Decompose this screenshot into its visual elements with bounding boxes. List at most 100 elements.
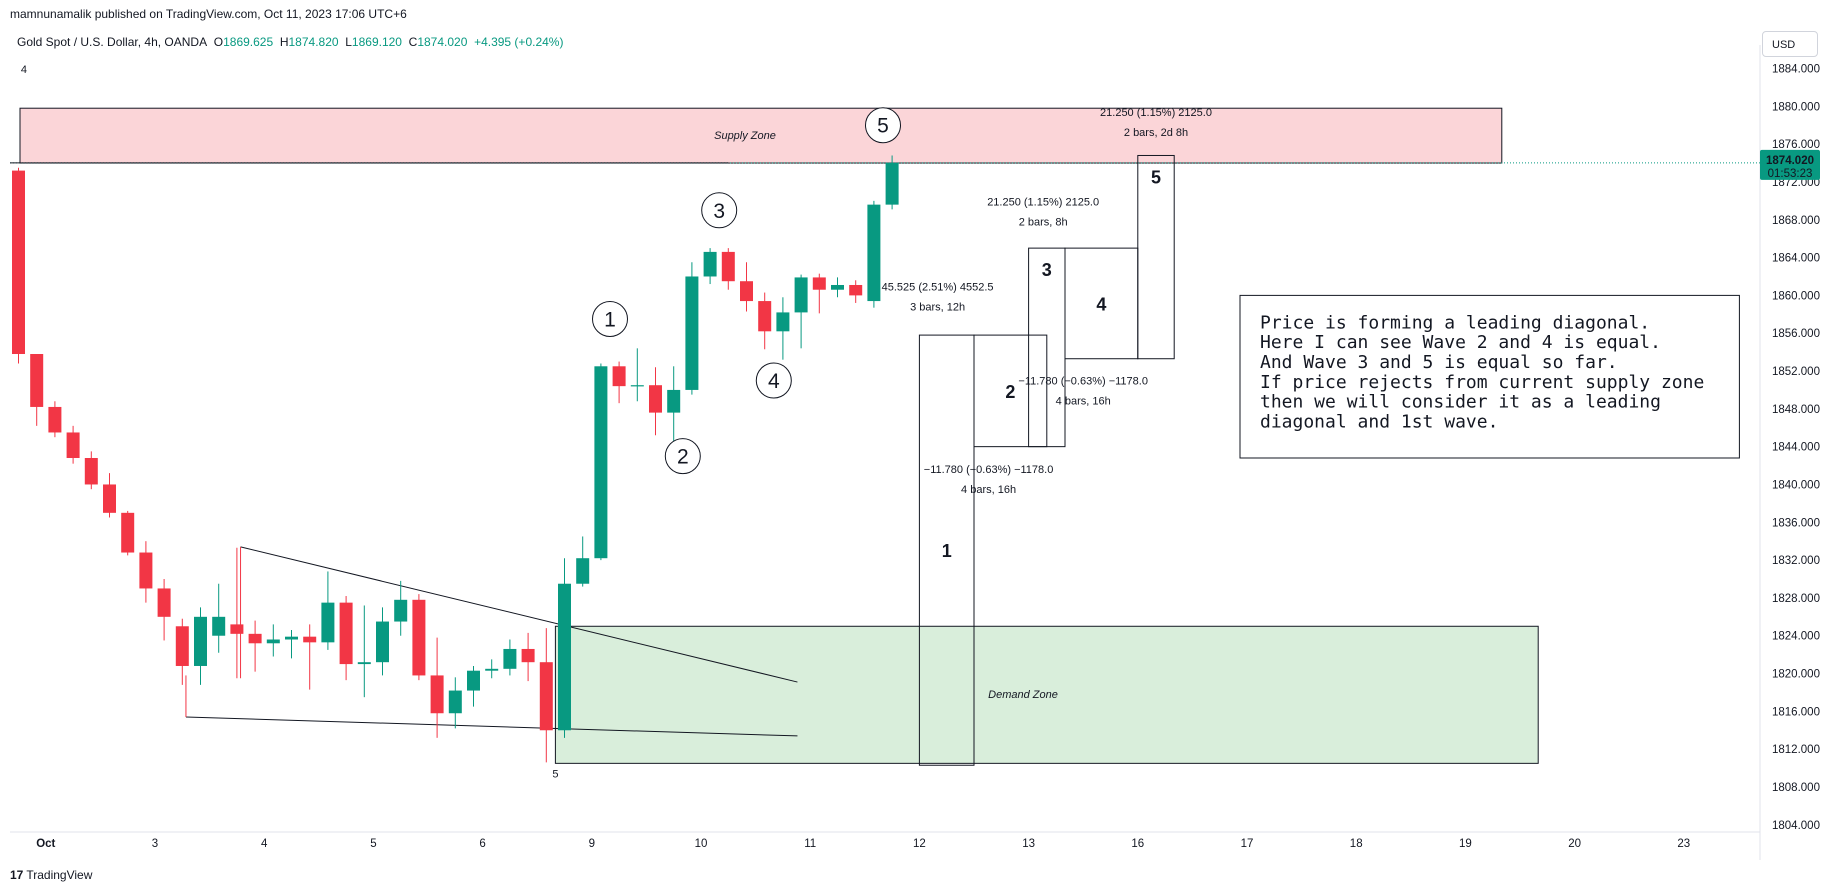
supply-zone[interactable] <box>19 107 1503 164</box>
price-tick-label: 1820.000 <box>1772 669 1820 681</box>
candle-body[interactable] <box>248 633 262 644</box>
candle-body[interactable] <box>212 616 226 636</box>
currency-button[interactable]: USD <box>1762 31 1818 57</box>
candle-body[interactable] <box>121 512 135 553</box>
candle-body[interactable] <box>685 276 699 390</box>
price-tick-label: 1868.000 <box>1772 215 1820 227</box>
low-value: 1869.120 <box>351 35 402 49</box>
wedge-lower-line[interactable] <box>185 716 798 737</box>
candle-body[interactable] <box>339 602 353 665</box>
last-price-tag <box>1760 149 1820 180</box>
time-tick-label: 18 <box>1350 838 1363 850</box>
candle-body[interactable] <box>721 251 735 282</box>
publisher-line: mamnunamalik published on TradingView.co… <box>10 7 407 21</box>
candle-body[interactable] <box>740 281 753 302</box>
price-tick-label: 1828.000 <box>1772 593 1820 605</box>
candle-body[interactable] <box>66 432 80 458</box>
candle-body[interactable] <box>649 385 662 413</box>
candle-body[interactable] <box>667 389 681 413</box>
bar-countdown: 01:53:23 <box>1768 168 1813 180</box>
candle-body[interactable] <box>139 552 153 589</box>
candle-body[interactable] <box>321 602 335 643</box>
measure-box-1[interactable] <box>918 334 975 766</box>
candle-body[interactable] <box>885 162 899 205</box>
candle-body[interactable] <box>175 626 189 666</box>
candle-body[interactable] <box>84 457 98 485</box>
candle-body[interactable] <box>521 648 535 663</box>
candle-body[interactable] <box>630 385 644 387</box>
measure-box-5[interactable] <box>1137 154 1175 360</box>
candle-body[interactable] <box>230 624 244 634</box>
bar-count-marker: 4 <box>21 64 27 76</box>
measure-value-label: −11.780 (−0.63%) −1178.0 <box>924 464 1054 476</box>
candle-body[interactable] <box>157 588 171 617</box>
open-label: O <box>213 35 224 49</box>
measure-value-label: −11.780 (−0.63%) −1178.0 <box>1018 375 1148 387</box>
high-label: H <box>279 35 289 49</box>
candle-body[interactable] <box>48 406 62 433</box>
ohlc-legend: Gold Spot / U.S. Dollar, 4h, OANDA O 1869… <box>17 35 563 49</box>
analysis-note-box[interactable] <box>1239 294 1740 459</box>
candle-body[interactable] <box>612 366 626 387</box>
wave-3-circle[interactable] <box>701 192 738 229</box>
candle-body[interactable] <box>12 170 25 355</box>
price-tick-label: 1844.000 <box>1772 442 1820 454</box>
time-tick-label: 10 <box>695 838 708 850</box>
time-tick-label: 3 <box>152 838 158 850</box>
measure-box-label: 3 <box>1042 260 1052 280</box>
candle-body[interactable] <box>703 251 717 277</box>
wave-2-circle[interactable] <box>664 438 701 475</box>
measure-box-2[interactable] <box>973 334 1048 448</box>
demand-zone[interactable] <box>554 625 1539 764</box>
candle-body[interactable] <box>467 670 480 691</box>
candle-body[interactable] <box>558 583 571 731</box>
time-tick-label: 17 <box>1241 838 1254 850</box>
candle-body[interactable] <box>285 636 298 640</box>
measure-box-label: 4 <box>1096 294 1106 314</box>
candle-body[interactable] <box>849 284 863 296</box>
time-tick-label: 9 <box>589 838 595 850</box>
candle-body[interactable] <box>194 616 207 666</box>
wedge-upper-line[interactable] <box>240 546 798 683</box>
candle-body[interactable] <box>448 690 462 714</box>
measure-value-label: 45.525 (2.51%) 4552.5 <box>882 282 994 294</box>
time-tick-label: 13 <box>1022 838 1035 850</box>
candle-body[interactable] <box>812 277 826 290</box>
candle-body[interactable] <box>376 621 389 663</box>
candle-body[interactable] <box>30 354 44 407</box>
tradingview-logo-text: TradingView <box>26 868 93 882</box>
candle-body[interactable] <box>103 484 116 513</box>
candle-body[interactable] <box>485 668 499 671</box>
candle-body[interactable] <box>394 599 408 622</box>
analysis-note-line: And Wave 3 and 5 is equal so far. <box>1260 352 1618 373</box>
candle-body[interactable] <box>412 599 426 676</box>
time-tick-label: 11 <box>804 838 816 850</box>
time-tick-label: 16 <box>1131 838 1144 850</box>
price-tick-label: 1832.000 <box>1772 555 1820 567</box>
candle-body[interactable] <box>758 301 772 332</box>
measure-box-label: 5 <box>1151 167 1161 187</box>
price-tick-label: 1836.000 <box>1772 517 1820 529</box>
wave-4-circle[interactable] <box>755 362 792 399</box>
tradingview-logo[interactable]: 17 TradingView <box>10 868 92 882</box>
price-tick-label: 1884.000 <box>1772 64 1820 76</box>
measure-value-label: 21.250 (1.15%) 2125.0 <box>987 197 1099 209</box>
candle-body[interactable] <box>594 366 608 559</box>
candle-body[interactable] <box>503 648 517 669</box>
candle-body[interactable] <box>430 675 444 714</box>
candle-body[interactable] <box>576 558 590 584</box>
symbol-title[interactable]: Gold Spot / U.S. Dollar, 4h, OANDA <box>17 35 208 49</box>
candle-body[interactable] <box>266 639 280 644</box>
candle-body[interactable] <box>794 277 808 313</box>
candle-body[interactable] <box>776 312 790 332</box>
candle-body[interactable] <box>831 284 844 290</box>
candle-body[interactable] <box>357 662 371 665</box>
wave-5-circle[interactable] <box>865 107 901 144</box>
candle-body[interactable] <box>539 662 553 731</box>
candle-body[interactable] <box>867 204 881 302</box>
candle-body[interactable] <box>303 636 317 643</box>
price-tick-label: 1804.000 <box>1772 820 1820 832</box>
wave-1-circle[interactable] <box>592 301 628 338</box>
close-label: C <box>408 35 418 49</box>
